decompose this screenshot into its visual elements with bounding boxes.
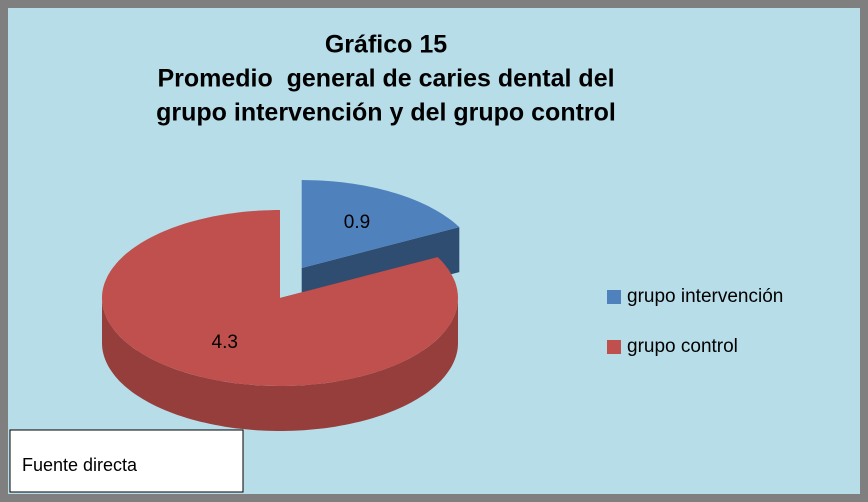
chart-title: grupo intervención y del grupo control [156,99,616,127]
legend-swatch [607,290,621,304]
slice [301,180,460,268]
legend-label: grupo control [627,336,738,357]
slice-side [102,298,458,431]
slice [102,210,458,386]
annotation-box [9,429,244,493]
data-label: 4.3 [212,332,238,353]
chart-title: Gráfico 15 [325,31,447,59]
chart-title: Promedio general de caries dental del [157,65,614,93]
legend-label: grupo intervención [627,286,783,307]
data-label: 0.9 [344,212,370,233]
pie [102,180,460,431]
annotation: Fuente directa [22,455,138,475]
legend-swatch [607,340,621,354]
